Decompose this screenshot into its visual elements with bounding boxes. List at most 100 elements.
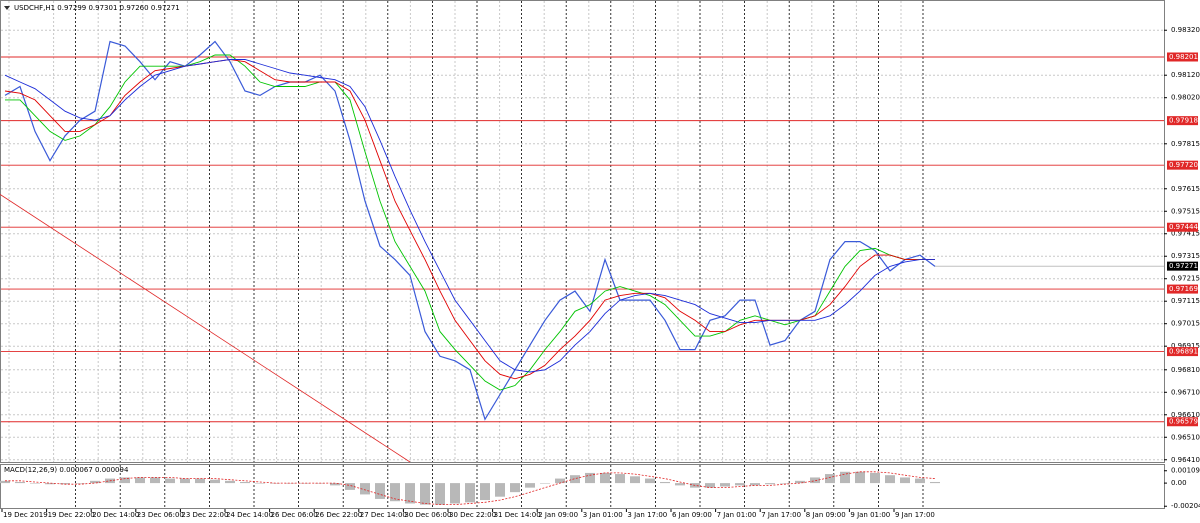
macd-tick-label: -0.002044 <box>1171 502 1200 510</box>
macd-bar <box>465 483 475 503</box>
macd-bar <box>165 478 175 484</box>
chart-title: USDCHF,H1 0.97299 0.97301 0.97260 0.9727… <box>14 4 180 12</box>
y-tick-label: 0.97115 <box>1171 297 1200 305</box>
time-label: 7 Jan 01:00 <box>717 511 757 519</box>
macd-bar <box>540 483 550 484</box>
macd-label: MACD(12,26,9) 0.000067 0.000094 <box>4 466 129 474</box>
time-label: 19 Dec 22:00 <box>48 511 95 519</box>
macd-bar <box>150 477 160 484</box>
y-tick-label: 0.96410 <box>1171 456 1200 464</box>
macd-bar <box>780 483 790 484</box>
time-label: 30 Dec 06:00 <box>404 511 451 519</box>
macd-bar <box>360 483 370 495</box>
macd-bar <box>585 472 595 484</box>
macd-bar <box>810 477 820 484</box>
time-label: 23 Dec 22:00 <box>181 511 228 519</box>
main-panel <box>0 0 1165 463</box>
macd-bar <box>210 479 220 484</box>
time-label: 8 Jan 09:00 <box>806 511 846 519</box>
moving-average <box>4 59 935 373</box>
y-tick-label: 0.97315 <box>1171 252 1200 260</box>
y-tick-label: 0.96710 <box>1171 388 1200 396</box>
time-label: 31 Dec 14:00 <box>494 511 541 519</box>
macd-bar <box>30 483 40 484</box>
time-label: 19 Dec 2019 <box>3 511 48 519</box>
macd-bar <box>720 483 730 487</box>
macd-bar <box>840 471 850 484</box>
macd-bar <box>600 472 610 484</box>
macd-bar <box>735 483 745 486</box>
time-label: 2 Jan 09:00 <box>538 511 578 519</box>
macd-tick-label: 0.001092 <box>1171 467 1200 475</box>
time-label: 30 Dec 22:00 <box>449 511 496 519</box>
macd-bar <box>510 483 520 493</box>
level-label: 0.97918 <box>1169 117 1198 125</box>
macd-bar <box>60 483 70 485</box>
macd-bar <box>915 478 925 484</box>
macd-bar <box>570 475 580 484</box>
time-label: 9 Jan 01:00 <box>850 511 890 519</box>
time-label: 9 Jan 17:00 <box>895 511 935 519</box>
macd-bar <box>825 474 835 484</box>
y-tick-label: 0.97615 <box>1171 185 1200 193</box>
level-label-box <box>1167 52 1198 62</box>
level-label: 0.97169 <box>1169 285 1198 293</box>
y-tick-label: 0.98020 <box>1171 94 1200 102</box>
current-price-label: 0.97271 <box>1169 262 1198 270</box>
macd-bar <box>375 483 385 499</box>
macd-bar <box>0 480 10 484</box>
macd-bar <box>345 483 355 490</box>
macd-bar <box>930 481 940 484</box>
macd-bar <box>795 480 805 484</box>
level-label-box <box>1167 222 1198 232</box>
menu-icon[interactable] <box>4 6 10 10</box>
y-tick-label: 0.97415 <box>1171 230 1200 238</box>
y-tick-label: 0.97515 <box>1171 207 1200 215</box>
macd-bar <box>225 480 235 484</box>
y-tick-label: 0.98320 <box>1171 26 1200 34</box>
macd-bar <box>660 481 670 484</box>
y-tick-label: 0.98120 <box>1171 71 1200 79</box>
level-label: 0.97444 <box>1169 223 1198 231</box>
time-label: 27 Dec 14:00 <box>360 511 407 519</box>
y-tick-label: 0.97815 <box>1171 140 1200 148</box>
macd-bar <box>255 483 265 484</box>
time-label: 24 Dec 14:00 <box>226 511 273 519</box>
y-tick-label: 0.96510 <box>1171 433 1200 441</box>
level-label: 0.96891 <box>1169 348 1198 356</box>
macd-bar <box>390 483 400 502</box>
macd-bar <box>75 483 85 484</box>
macd-bar <box>765 483 775 485</box>
macd-bar <box>90 480 100 484</box>
time-label: 3 Jan 17:00 <box>627 511 667 519</box>
macd-tick-label: 0.00 <box>1171 479 1187 487</box>
macd-bar <box>405 483 415 504</box>
level-label-box <box>1167 116 1198 126</box>
level-label: 0.98201 <box>1169 53 1198 61</box>
macd-bar <box>330 483 340 486</box>
macd-bar <box>615 474 625 484</box>
macd-bar <box>195 478 205 484</box>
y-tick-label: 0.96915 <box>1171 342 1200 350</box>
macd-bar <box>480 483 490 501</box>
macd-bar <box>705 483 715 488</box>
macd-bar <box>855 471 865 484</box>
time-label: 3 Jan 01:00 <box>583 511 623 519</box>
macd-bar <box>900 477 910 484</box>
time-label: 26 Dec 06:00 <box>271 511 318 519</box>
time-label: 6 Jan 09:00 <box>672 511 712 519</box>
level-label-box <box>1167 160 1198 170</box>
trendline <box>0 194 411 463</box>
level-label-box <box>1167 417 1198 427</box>
macd-signal <box>5 471 936 505</box>
macd-bar <box>630 476 640 484</box>
macd-bar <box>525 483 535 488</box>
current-price-box <box>1167 261 1198 271</box>
time-label: 23 Dec 06:00 <box>137 511 184 519</box>
macd-bar <box>645 478 655 484</box>
time-label: 7 Jan 17:00 <box>761 511 801 519</box>
macd-bar <box>180 478 190 484</box>
y-tick-label: 0.96810 <box>1171 366 1200 374</box>
macd-panel <box>0 464 1165 509</box>
